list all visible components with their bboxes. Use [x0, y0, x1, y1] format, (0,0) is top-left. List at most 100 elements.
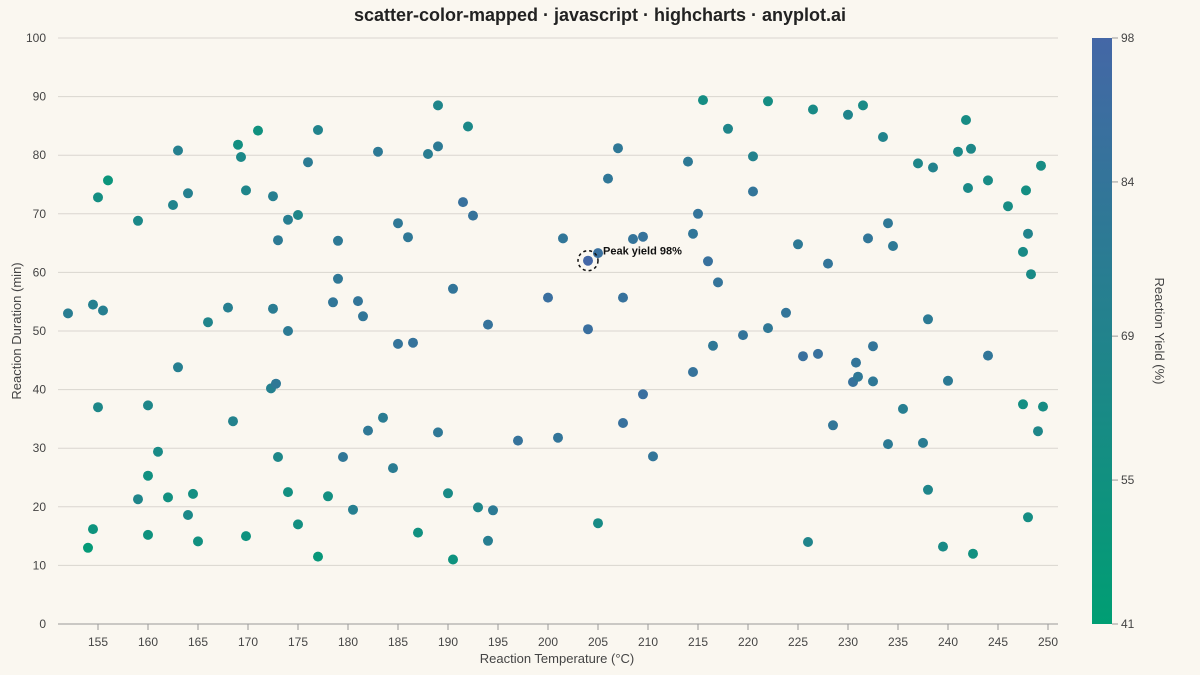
scatter-point[interactable]	[463, 121, 473, 132]
scatter-point[interactable]	[283, 214, 293, 225]
scatter-point[interactable]	[303, 157, 313, 168]
scatter-point[interactable]	[393, 218, 403, 229]
scatter-point[interactable]	[808, 104, 818, 115]
scatter-point[interactable]	[888, 241, 898, 251]
scatter-point[interactable]	[938, 541, 948, 552]
scatter-point[interactable]	[188, 488, 198, 499]
scatter-point[interactable]	[363, 425, 373, 436]
scatter-point[interactable]	[143, 470, 153, 481]
scatter-point[interactable]	[1023, 228, 1033, 239]
scatter-point[interactable]	[241, 185, 251, 196]
scatter-point[interactable]	[193, 536, 203, 547]
scatter-point[interactable]	[593, 248, 603, 259]
scatter-point[interactable]	[983, 350, 993, 361]
scatter-point[interactable]	[803, 537, 813, 547]
scatter-point[interactable]	[408, 337, 418, 348]
scatter-point[interactable]	[333, 235, 343, 246]
scatter-point[interactable]	[93, 192, 103, 203]
scatter-point[interactable]	[203, 317, 213, 328]
scatter-point[interactable]	[763, 323, 773, 334]
scatter-point[interactable]	[468, 210, 478, 221]
scatter-point[interactable]	[593, 518, 603, 529]
scatter-point[interactable]	[781, 307, 791, 318]
scatter-point[interactable]	[851, 357, 861, 368]
scatter-point[interactable]	[273, 452, 283, 462]
scatter-point[interactable]	[923, 314, 933, 325]
scatter-point[interactable]	[393, 338, 403, 349]
scatter-point[interactable]	[968, 548, 978, 559]
scatter-point[interactable]	[143, 529, 153, 540]
scatter-point[interactable]	[333, 273, 343, 284]
scatter-point[interactable]	[313, 551, 323, 562]
scatter-point[interactable]	[858, 100, 868, 111]
scatter-point[interactable]	[403, 232, 413, 243]
scatter-point[interactable]	[413, 527, 423, 538]
scatter-point[interactable]	[88, 299, 98, 310]
scatter-point[interactable]	[1026, 269, 1036, 280]
scatter-point[interactable]	[828, 420, 838, 431]
scatter-point[interactable]	[618, 418, 628, 428]
scatter-point[interactable]	[228, 416, 238, 427]
scatter-point[interactable]	[813, 348, 823, 359]
scatter-point[interactable]	[163, 492, 173, 503]
scatter-point[interactable]	[253, 125, 263, 136]
scatter-point[interactable]	[373, 146, 383, 157]
scatter-point[interactable]	[433, 427, 443, 438]
scatter-point[interactable]	[98, 305, 108, 316]
scatter-point[interactable]	[638, 389, 648, 400]
scatter-point[interactable]	[483, 535, 493, 546]
scatter-point[interactable]	[558, 233, 568, 244]
scatter-point[interactable]	[683, 156, 693, 167]
scatter-point[interactable]	[483, 319, 493, 330]
scatter-point[interactable]	[583, 255, 593, 266]
scatter-point[interactable]	[293, 210, 303, 220]
scatter-point[interactable]	[338, 452, 348, 462]
scatter-point[interactable]	[868, 376, 878, 387]
scatter-point[interactable]	[223, 302, 233, 313]
scatter-point[interactable]	[1036, 160, 1046, 171]
scatter-point[interactable]	[963, 183, 973, 193]
scatter-point[interactable]	[283, 326, 293, 336]
scatter-point[interactable]	[513, 435, 523, 446]
scatter-point[interactable]	[133, 215, 143, 226]
scatter-point[interactable]	[241, 531, 251, 542]
scatter-point[interactable]	[153, 446, 163, 457]
scatter-point[interactable]	[283, 487, 293, 498]
scatter-point[interactable]	[618, 292, 628, 303]
scatter-point[interactable]	[723, 123, 733, 134]
scatter-point[interactable]	[603, 173, 613, 184]
scatter-point[interactable]	[323, 491, 333, 502]
scatter-point[interactable]	[293, 519, 303, 530]
scatter-point[interactable]	[358, 311, 368, 322]
scatter-point[interactable]	[1038, 401, 1048, 412]
scatter-point[interactable]	[1023, 512, 1033, 523]
scatter-point[interactable]	[433, 100, 443, 111]
scatter-point[interactable]	[793, 239, 803, 250]
scatter-point[interactable]	[583, 324, 593, 335]
scatter-point[interactable]	[236, 152, 246, 162]
scatter-point[interactable]	[1033, 426, 1043, 437]
scatter-point[interactable]	[1018, 246, 1028, 257]
scatter-point[interactable]	[348, 504, 358, 515]
scatter-point[interactable]	[648, 451, 658, 462]
scatter-point[interactable]	[928, 162, 938, 173]
scatter-point[interactable]	[943, 375, 953, 386]
scatter-point[interactable]	[88, 524, 98, 535]
scatter-point[interactable]	[443, 488, 453, 499]
scatter-point[interactable]	[458, 197, 468, 208]
scatter-point[interactable]	[473, 502, 483, 513]
scatter-point[interactable]	[268, 303, 278, 314]
scatter-point[interactable]	[923, 484, 933, 495]
scatter-point[interactable]	[878, 132, 888, 142]
scatter-point[interactable]	[1021, 185, 1031, 196]
scatter-point[interactable]	[488, 505, 498, 516]
scatter-point[interactable]	[688, 228, 698, 239]
scatter-point[interactable]	[748, 151, 758, 162]
scatter-point[interactable]	[868, 341, 878, 352]
scatter-point[interactable]	[83, 542, 93, 553]
scatter-point[interactable]	[93, 402, 103, 413]
scatter-point[interactable]	[543, 292, 553, 303]
scatter-point[interactable]	[953, 146, 963, 157]
scatter-point[interactable]	[883, 439, 893, 450]
scatter-point[interactable]	[638, 231, 648, 242]
